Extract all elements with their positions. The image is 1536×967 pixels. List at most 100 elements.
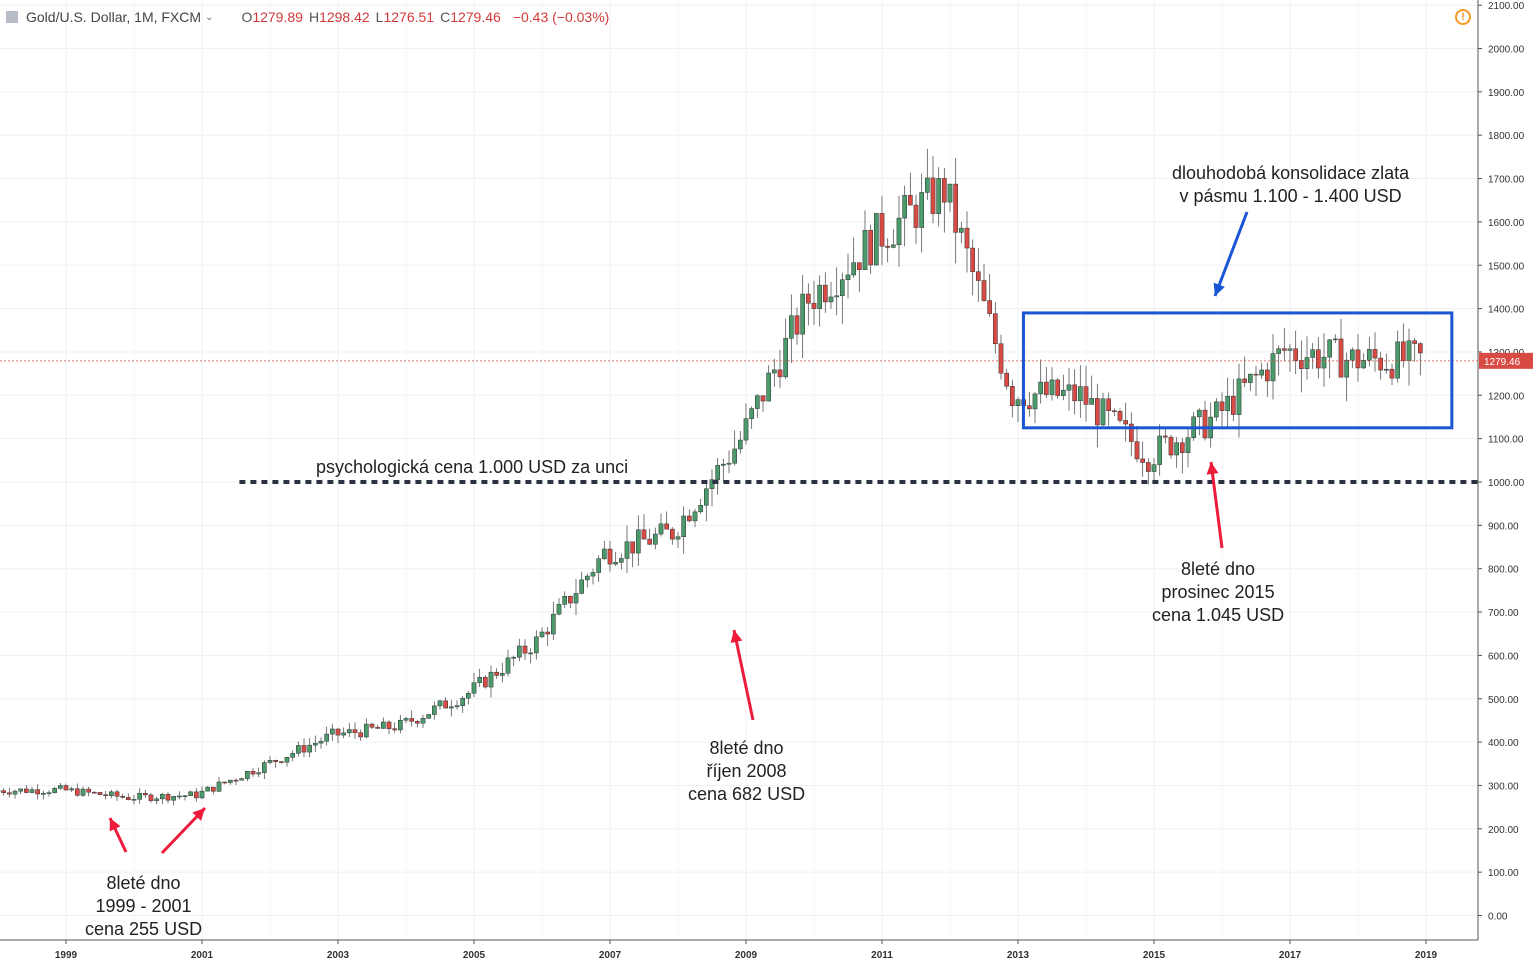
candle-body bbox=[573, 593, 579, 604]
candle-body bbox=[868, 229, 874, 266]
candle-body bbox=[964, 227, 970, 249]
candle-body bbox=[856, 262, 862, 270]
candle-body bbox=[975, 271, 981, 281]
candle-body bbox=[1043, 381, 1049, 395]
candle-body bbox=[788, 315, 794, 339]
candle-body bbox=[601, 548, 607, 559]
candle-body bbox=[499, 672, 505, 676]
y-tick-label: 500.00 bbox=[1488, 695, 1519, 706]
x-tick-label: 2001 bbox=[191, 950, 214, 961]
x-tick-label: 2013 bbox=[1007, 950, 1030, 961]
y-tick-label: 1100.00 bbox=[1488, 435, 1524, 446]
candle-body bbox=[1162, 435, 1168, 438]
candle-body bbox=[125, 797, 131, 801]
candle-body bbox=[40, 793, 46, 795]
candle-body bbox=[913, 204, 919, 228]
candle-body bbox=[834, 295, 840, 298]
candle-body bbox=[1066, 384, 1072, 391]
candle-body bbox=[1395, 341, 1401, 379]
candle-body bbox=[505, 657, 511, 674]
candle-body bbox=[584, 575, 590, 581]
candle-body bbox=[794, 315, 800, 335]
symbol-square-icon bbox=[6, 11, 18, 23]
candle-body bbox=[613, 562, 619, 565]
candle-body bbox=[907, 194, 913, 206]
candle-body bbox=[1406, 340, 1412, 361]
candle-body bbox=[1230, 395, 1236, 415]
candle-body bbox=[896, 217, 902, 246]
candle-body bbox=[1242, 378, 1248, 383]
candle-body bbox=[1055, 379, 1061, 396]
candle-body bbox=[953, 183, 959, 233]
candle-body bbox=[97, 792, 103, 796]
candle-body bbox=[998, 343, 1004, 374]
candle-body bbox=[692, 511, 698, 522]
candle-body bbox=[1344, 359, 1350, 378]
chevron-down-icon[interactable]: ⌄ bbox=[205, 11, 214, 23]
candle-body bbox=[726, 462, 732, 465]
candle-body bbox=[103, 794, 109, 797]
candle-body bbox=[120, 796, 126, 798]
candle-body bbox=[1247, 373, 1253, 383]
candle-body bbox=[941, 178, 947, 203]
candle-body bbox=[1157, 435, 1163, 465]
candle-body bbox=[919, 192, 925, 228]
y-tick-label: 400.00 bbox=[1488, 738, 1519, 749]
candle-body bbox=[290, 753, 296, 758]
candle-body bbox=[596, 558, 602, 573]
candle-body bbox=[199, 790, 205, 799]
candle-body bbox=[1134, 441, 1140, 460]
candle-body bbox=[556, 604, 562, 615]
candle-body bbox=[635, 529, 641, 554]
candle-body bbox=[216, 781, 222, 792]
alert-clock-icon[interactable]: ! bbox=[1455, 9, 1471, 25]
candle-body bbox=[358, 732, 364, 738]
candle-body bbox=[301, 745, 307, 753]
candle-body bbox=[545, 631, 551, 635]
candle-body bbox=[35, 789, 41, 795]
arrow-2015-head bbox=[1206, 462, 1219, 475]
y-tick-label: 1000.00 bbox=[1488, 478, 1525, 489]
candle-body bbox=[80, 788, 86, 796]
candle-body bbox=[533, 636, 539, 654]
candle-body bbox=[137, 793, 143, 800]
candle-body bbox=[885, 245, 891, 248]
candle-body bbox=[114, 791, 120, 797]
candle-body bbox=[1219, 401, 1225, 411]
candle-body bbox=[511, 656, 517, 659]
arrow-2008-head bbox=[730, 630, 743, 643]
candle-body bbox=[1145, 462, 1151, 472]
candle-body bbox=[1304, 357, 1310, 369]
candle-body bbox=[862, 229, 868, 270]
candle-body bbox=[522, 645, 528, 654]
symbol-name[interactable]: Gold/U.S. Dollar, 1M, FXCM bbox=[26, 9, 202, 25]
candle-body bbox=[1140, 458, 1146, 463]
y-tick-label: 800.00 bbox=[1488, 565, 1519, 576]
candle-body bbox=[879, 213, 885, 247]
y-tick-label: 1700.00 bbox=[1488, 175, 1525, 186]
arrow-consolidation bbox=[1213, 211, 1249, 297]
candle-body bbox=[324, 733, 330, 742]
candle-body bbox=[142, 793, 148, 796]
y-tick-label: 0.00 bbox=[1488, 912, 1508, 923]
candle-body bbox=[392, 728, 398, 731]
candle-body bbox=[273, 760, 279, 762]
candle-body bbox=[414, 721, 420, 724]
candle-body bbox=[1293, 348, 1299, 361]
candle-body bbox=[754, 395, 760, 409]
y-tick-label: 1400.00 bbox=[1488, 305, 1525, 316]
chart-legend: Gold/U.S. Dollar, 1M, FXCM ⌄ O1279.89 H1… bbox=[6, 9, 609, 25]
candle-body bbox=[1032, 393, 1038, 410]
candle-body bbox=[250, 771, 256, 775]
candle-body bbox=[1111, 410, 1117, 413]
candle-body bbox=[783, 338, 789, 378]
candle-body bbox=[1259, 369, 1265, 376]
candle-body bbox=[777, 369, 783, 378]
candle-body bbox=[981, 280, 987, 301]
candle-body bbox=[1202, 409, 1208, 439]
candle-body bbox=[1270, 353, 1276, 382]
candle-body bbox=[732, 448, 738, 464]
candle-body bbox=[805, 293, 811, 304]
candle-body bbox=[936, 178, 942, 214]
